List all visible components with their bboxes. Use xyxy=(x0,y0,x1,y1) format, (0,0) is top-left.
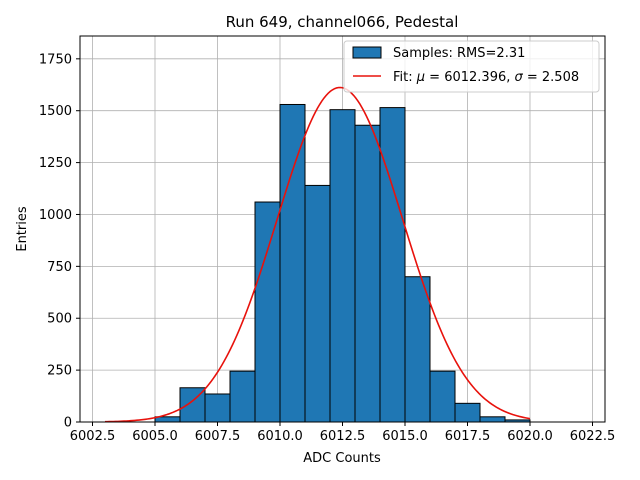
fit-sigma-symbol: σ xyxy=(515,70,524,85)
x-tick-label: 6007.5 xyxy=(195,429,241,444)
x-axis-ticks: 6002.5 6005.0 6007.5 6010.0 6012.5 6015.0 6017… xyxy=(70,422,616,444)
x-tick-label: 6012.5 xyxy=(320,429,366,444)
chart-title: Run 649, channel066, Pedestal xyxy=(226,13,459,31)
y-axis-ticks: 0 250 500 750 1000 1250 1500 1750 xyxy=(39,52,80,431)
legend-label-fit: Fit: μ = 6012.396, σ = 2.508 xyxy=(393,70,579,85)
x-tick-label: 6005.0 xyxy=(132,429,178,444)
fit-curve xyxy=(104,86,531,423)
histogram-bar xyxy=(379,107,406,423)
legend-label-samples: Samples: RMS=2.31 xyxy=(393,46,525,61)
fit-mu-value: = 6012.396, xyxy=(425,70,514,85)
fit-mu-symbol: μ xyxy=(416,70,425,85)
legend-box xyxy=(343,40,600,93)
y-tick-label: 1500 xyxy=(39,104,72,119)
y-tick-label: 1000 xyxy=(39,208,72,223)
y-tick-label: 1750 xyxy=(39,52,72,67)
histogram-bar xyxy=(354,124,381,423)
histogram-bar xyxy=(279,103,306,423)
histogram-bar xyxy=(454,402,481,423)
histogram-bar xyxy=(204,393,231,423)
x-tick-label: 6020.0 xyxy=(507,429,553,444)
x-tick-label: 6002.5 xyxy=(70,429,116,444)
y-tick-label: 500 xyxy=(47,312,72,327)
fit-sigma-value: = 2.508 xyxy=(523,70,579,85)
y-axis-title: Entries xyxy=(15,206,30,252)
x-tick-label: 6010.0 xyxy=(257,429,303,444)
y-tick-label: 250 xyxy=(47,364,72,379)
legend: Samples: RMS=2.31 Fit: μ = 6012.396, σ =… xyxy=(343,40,600,93)
y-tick-label: 1250 xyxy=(39,156,72,171)
fit-prefix: Fit: xyxy=(393,70,417,85)
histogram-bar xyxy=(304,184,331,423)
y-tick-label: 0 xyxy=(64,416,72,431)
x-tick-label: 6017.5 xyxy=(445,429,491,444)
histogram-bar xyxy=(229,370,256,423)
legend-swatch-samples xyxy=(352,46,382,59)
histogram-bar xyxy=(404,276,431,423)
x-axis-title: ADC Counts xyxy=(303,451,381,466)
x-tick-label: 6022.5 xyxy=(570,429,616,444)
histogram-bar xyxy=(254,201,281,423)
x-tick-label: 6015.0 xyxy=(382,429,428,444)
histogram-bar xyxy=(329,109,356,423)
y-tick-label: 750 xyxy=(47,260,72,275)
histogram-bar xyxy=(429,370,456,423)
histogram-bar xyxy=(479,416,506,423)
